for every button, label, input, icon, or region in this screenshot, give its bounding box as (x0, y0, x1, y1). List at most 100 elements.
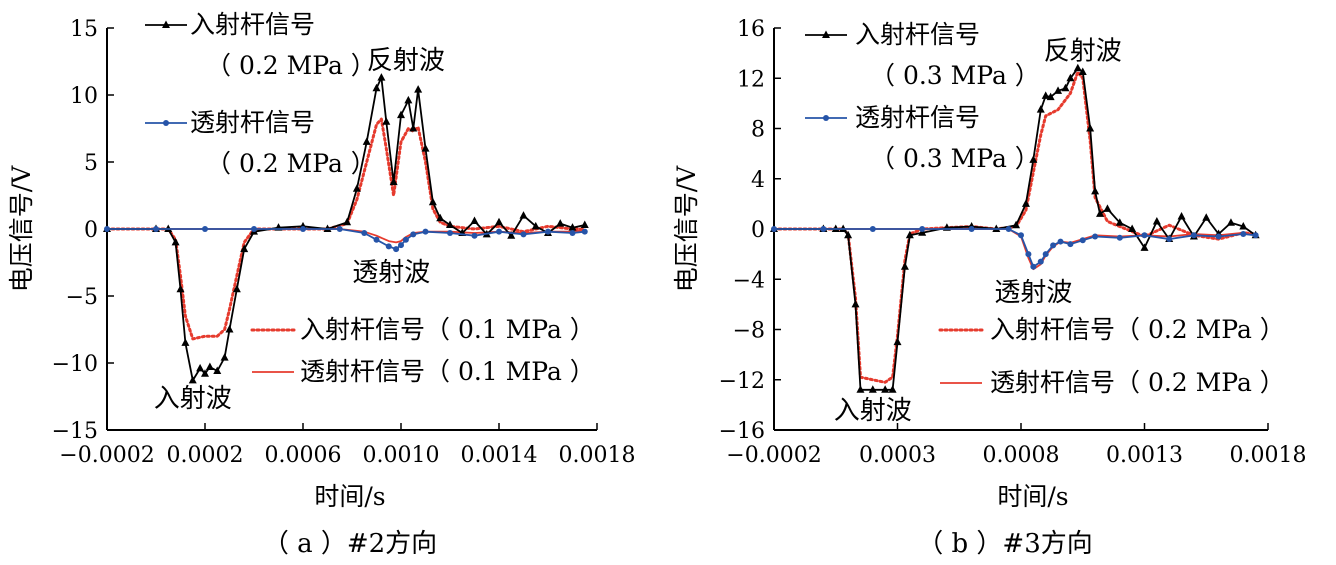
legend-marker (823, 115, 829, 121)
data-point (201, 369, 209, 377)
data-point (1226, 218, 1235, 226)
data-point (398, 242, 404, 249)
data-point (531, 221, 540, 230)
data-point (519, 211, 528, 219)
data-point (1177, 211, 1186, 220)
x-tick-label: 0.0010 (363, 443, 440, 468)
data-point (225, 325, 234, 333)
data-point (856, 385, 865, 393)
x-tick-label: 0.0002 (167, 443, 244, 468)
x-axis-label: 时间/s (314, 482, 385, 511)
data-point (1096, 209, 1105, 217)
data-point (495, 217, 503, 226)
legend-entry-1: 透射杆信号 （ 0.2 MPa ） (145, 108, 376, 178)
data-point (1190, 232, 1197, 239)
data-point (568, 223, 577, 231)
y-tick-label: −16 (719, 419, 765, 444)
data-point (1215, 233, 1222, 240)
legend-marker (162, 20, 170, 28)
data-point (893, 337, 902, 346)
x-tick-label: −0.0002 (59, 443, 154, 468)
legend-entry-0: 入射杆信号 （ 0.3 MPa ） (805, 20, 1040, 90)
data-point (1140, 243, 1149, 251)
data-point (1036, 105, 1045, 113)
data-point (851, 299, 860, 308)
data-point (820, 226, 827, 232)
data-point (153, 226, 159, 232)
data-point (1021, 199, 1030, 207)
data-point (352, 184, 361, 192)
data-point (1128, 224, 1137, 232)
data-point (373, 236, 380, 243)
legend-label: 入射杆信号（ 0.2 MPa ） (990, 315, 1285, 344)
data-point (1025, 251, 1032, 258)
data-point (414, 85, 423, 93)
data-point (888, 385, 897, 393)
data-point (213, 366, 222, 375)
data-point (1202, 213, 1211, 221)
series-1 (104, 226, 588, 253)
y-tick-label: 0 (84, 218, 98, 243)
data-point (421, 144, 430, 152)
data-point (869, 226, 876, 232)
data-point (1030, 263, 1037, 270)
data-point (176, 284, 185, 293)
data-point (556, 219, 565, 227)
data-point (181, 338, 190, 346)
data-point (447, 230, 453, 237)
data-point (393, 246, 400, 253)
data-point (382, 117, 391, 125)
x-tick-label: 0.0008 (983, 443, 1060, 468)
data-point (1141, 232, 1148, 239)
data-point (1054, 86, 1063, 94)
legend-label: 透射杆信号 (855, 103, 980, 132)
data-point (372, 83, 381, 92)
data-point (397, 110, 405, 119)
x-tick-label: 0.0014 (461, 443, 538, 468)
data-point (471, 232, 478, 239)
wave-annotation: 入射波 (154, 384, 232, 414)
y-tick-label: −8 (733, 319, 765, 344)
data-point (1046, 92, 1055, 101)
legend-label: 透射杆信号（ 0.2 MPa ） (990, 368, 1285, 397)
wave-annotation: 反射波 (367, 46, 445, 76)
y-tick-label: −10 (52, 352, 98, 377)
legend-entry-1: 透射杆信号 （ 0.3 MPa ） (805, 103, 1040, 173)
data-point (881, 385, 890, 393)
data-point (232, 284, 241, 293)
legend-label-line2: （ 0.2 MPa ） (206, 149, 376, 178)
panel-caption: （ b ）#3方向 (917, 529, 1093, 559)
x-tick-label: 0.0013 (1106, 443, 1183, 468)
y-tick-label: 12 (737, 67, 765, 92)
y-tick-label: 10 (70, 84, 98, 109)
data-point (196, 363, 205, 372)
data-point (1240, 231, 1247, 238)
panel-caption: （ a ）#2方向 (263, 529, 437, 559)
data-point (1092, 233, 1099, 240)
x-axis-label: 时间/s (997, 482, 1068, 511)
legend-label: 入射杆信号 (190, 10, 315, 39)
data-point (569, 230, 576, 237)
data-point (202, 226, 208, 232)
data-point (343, 217, 352, 226)
data-point (968, 226, 975, 232)
y-tick-label: 15 (70, 17, 98, 42)
legend-label-line2: （ 0.3 MPa ） (870, 144, 1040, 173)
wave-annotation: 反射波 (1044, 37, 1122, 67)
data-point (1115, 218, 1124, 226)
data-point (436, 213, 445, 222)
data-point (918, 228, 927, 236)
data-point (336, 226, 343, 232)
x-tick-label: 0.0018 (559, 443, 636, 468)
series-1 (771, 226, 1259, 270)
data-point (868, 385, 877, 393)
data-point (1073, 63, 1082, 72)
data-point (410, 231, 417, 238)
data-point (361, 230, 368, 237)
data-point (409, 124, 418, 132)
data-point (1086, 124, 1095, 132)
data-point (251, 226, 257, 232)
data-point (520, 231, 527, 238)
x-tick-label: 0.0018 (1230, 443, 1307, 468)
data-point (470, 216, 479, 224)
